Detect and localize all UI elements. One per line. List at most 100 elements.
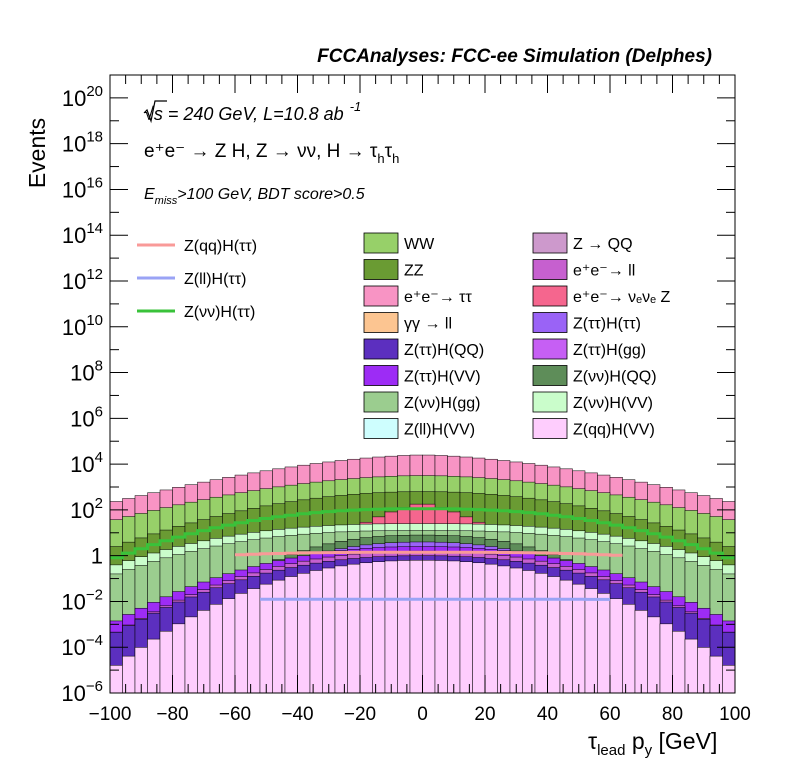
legend-swatch [532, 259, 568, 280]
bar-11-45 [672, 630, 686, 694]
legend-swatch [363, 285, 399, 307]
legend-swatch [532, 365, 568, 386]
legend-label: Z(ττ)H(QQ) [404, 342, 484, 359]
bar-11-36 [559, 579, 573, 694]
legend-label: Z(qq)H(VV) [573, 422, 655, 439]
legend-label: Z(νν)H(VV) [573, 395, 653, 412]
bar-11-39 [597, 593, 611, 694]
bar-11-44 [659, 623, 673, 694]
x-tick-labels: −100 −80 −60 −40 −20 0 20 40 60 80 100 [89, 704, 751, 725]
x-label-p: p [632, 728, 645, 754]
sqrt-symbol [143, 100, 167, 124]
annotation-line3-post: >100 GeV, BDT score>0.5 [177, 186, 364, 203]
bar-11-46 [684, 638, 698, 694]
bar-11-21 [372, 561, 386, 694]
y-tick-label: 1018 [62, 129, 103, 157]
legend-label: Z(ττ)H(VV) [404, 369, 481, 386]
svg-text:e⁺e⁻ → Z H, Z → νν, H → τhτh: e⁺e⁻ → Z H, Z → νν, H → τhτh [144, 141, 399, 166]
annotation-line2-sub2: h [392, 151, 399, 166]
legend-swatch [532, 391, 568, 413]
y-tick-label: 106 [70, 403, 103, 431]
legend-swatch [363, 418, 399, 439]
bar-11-23 [397, 560, 411, 694]
legend-label: Z(ll)H(VV) [404, 422, 475, 439]
legend-label: Z(νν)H(QQ) [573, 369, 657, 386]
signal-line-0 [110, 507, 735, 560]
bar-11-34 [534, 573, 548, 694]
legend-swatch [532, 232, 568, 254]
x-tick-label: 0 [417, 704, 428, 725]
legend-swatch [532, 285, 568, 307]
x-axis-label: τlead py [GeV] [588, 728, 717, 759]
x-tick-label: −40 [281, 704, 313, 725]
stack-11 [109, 560, 736, 694]
x-label-sub: lead [597, 742, 625, 759]
ticks-layer [109, 74, 736, 694]
bar-11-15 [297, 573, 311, 694]
y-tick-label: 1 [91, 544, 103, 569]
x-tick-label: 80 [662, 704, 683, 725]
bar-11-5 [172, 623, 186, 694]
bar-11-33 [522, 570, 536, 694]
bar-11-31 [497, 565, 511, 694]
annotation-line1: √s = 240 GeV, L=10.8 ab [144, 104, 344, 124]
legend-label: ZZ [404, 263, 424, 280]
x-label-tau: τ [588, 728, 597, 754]
bar-11-42 [634, 610, 648, 694]
y-tick-label: 104 [70, 449, 103, 477]
signal-layer [110, 507, 735, 601]
legend-label: e⁺e⁻→ ll [573, 263, 635, 280]
bar-11-49 [722, 665, 736, 694]
bar-11-0 [109, 665, 123, 694]
x-tick-label: 60 [599, 704, 620, 725]
legend-label: Z → QQ [573, 236, 633, 253]
legend: Z(qq)H(ττ) Z(ll)H(ττ) Z(νν)H(ττ) WW ZZ e⁺e⁻→ … [137, 232, 670, 439]
legend-swatch [532, 338, 568, 360]
bar-11-38 [584, 588, 598, 694]
y-tick-label: 10−6 [61, 678, 103, 706]
bar-11-17 [322, 567, 336, 694]
bar-11-19 [347, 563, 361, 694]
legend-swatch [363, 312, 399, 333]
bar-11-3 [147, 638, 161, 694]
legend-label: Z(ττ)H(gg) [573, 342, 646, 359]
legend-label: WW [404, 236, 435, 253]
x-tick-label: 40 [537, 704, 558, 725]
legend-swatch [363, 365, 399, 386]
legend-signal-label: Z(qq)H(ττ) [184, 238, 257, 255]
signal-line-1 [235, 550, 623, 557]
y-tick-label: 102 [70, 495, 103, 523]
legend-swatch [532, 418, 568, 439]
y-tick-label: 1020 [62, 83, 103, 111]
y-tick-label: 1016 [62, 174, 103, 202]
legend-swatch [363, 259, 399, 280]
stack-layer [109, 454, 736, 694]
annotation-block: √s = 240 GeV, L=10.8 ab -1 e⁺e⁻ → Z H, Z … [143, 99, 399, 207]
bar-11-22 [384, 560, 398, 694]
svg-text:√s = 240 GeV, L=10.8 ab-1: √s = 240 GeV, L=10.8 ab -1 [144, 99, 361, 124]
bar-11-26 [434, 560, 448, 694]
bar-11-14 [284, 576, 298, 694]
svg-text:Emiss>100 GeV, BDT score>0.5: Emiss>100 GeV, BDT score>0.5 [144, 186, 365, 207]
legend-label: Z(νν)H(gg) [404, 395, 480, 412]
bar-11-20 [359, 562, 373, 694]
bar-11-40 [609, 598, 623, 694]
x-tick-label: −100 [89, 704, 132, 725]
y-tick-labels: 10−6 10−4 10−2 1 102 104 106 108 1010 1012 1014 101… [61, 83, 103, 706]
y-tick-label: 1014 [62, 220, 103, 248]
bar-11-11 [247, 588, 261, 694]
bar-11-10 [234, 593, 248, 694]
x-tick-label: −80 [156, 704, 188, 725]
bar-11-32 [509, 567, 523, 694]
bar-11-7 [197, 610, 211, 694]
legend-swatch [363, 338, 399, 360]
svg-text:τlead py [GeV]: τlead py [GeV] [588, 728, 717, 759]
bar-11-48 [709, 655, 723, 694]
bar-11-28 [459, 561, 473, 694]
bar-11-41 [622, 604, 636, 694]
bar-11-29 [472, 562, 486, 694]
legend-signal-label: Z(ll)H(ττ) [184, 271, 246, 288]
annotation-line3-pre: E [144, 186, 155, 203]
y-tick-label: 10−2 [61, 586, 103, 614]
